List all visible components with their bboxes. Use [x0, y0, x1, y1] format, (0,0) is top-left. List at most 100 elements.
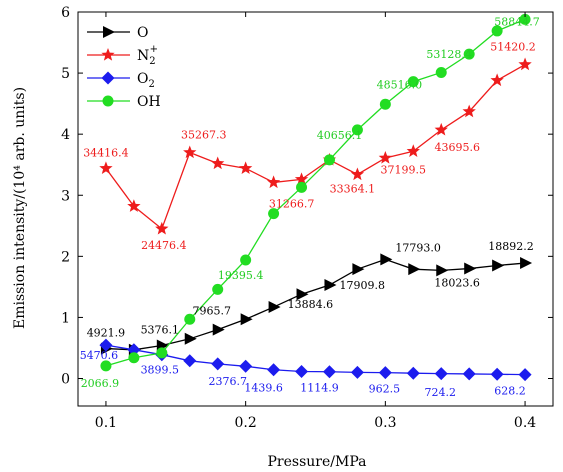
point-n2--4 — [211, 156, 225, 170]
point-o2-4 — [211, 357, 225, 371]
legend-marker-o — [103, 26, 115, 38]
point-oh-5 — [240, 254, 252, 266]
point-n2--14 — [490, 73, 504, 87]
point-n2--1 — [127, 199, 141, 212]
x-tick-label: 0.4 — [514, 415, 536, 431]
point-oh-6 — [268, 208, 280, 220]
point-oh-13 — [463, 48, 475, 60]
data-label-o: 17909.8 — [339, 279, 385, 292]
plot-area — [99, 13, 533, 382]
data-label-oh: 58844.7 — [494, 15, 540, 28]
point-o2-14 — [490, 367, 504, 381]
point-oh-15 — [519, 13, 531, 25]
point-o2-7 — [295, 364, 309, 378]
data-label-o: 17793.0 — [395, 241, 441, 254]
data-label-o: 18023.6 — [434, 277, 480, 290]
data-label-oh: 48516.0 — [377, 78, 423, 91]
point-o2-11 — [406, 366, 420, 380]
point-oh-3 — [184, 313, 196, 325]
point-o2-12 — [434, 367, 448, 381]
point-n2--3 — [183, 145, 197, 159]
data-label-o: 5376.1 — [141, 324, 180, 337]
point-o2-9 — [350, 365, 364, 379]
data-label-n2-: 34416.4 — [83, 146, 129, 159]
legend-marker-oh — [102, 95, 114, 107]
series-line-n2- — [105, 63, 526, 230]
y-tick-label: 2 — [61, 249, 70, 265]
point-n2--0 — [99, 161, 113, 175]
series-line-o2 — [105, 344, 526, 376]
point-o2-3 — [183, 354, 197, 368]
point-oh-9 — [351, 124, 363, 136]
data-label-o2: 1114.9 — [300, 382, 339, 395]
x-axis-title: Pressure/MPa — [268, 454, 367, 470]
y-tick-label: 0 — [61, 372, 70, 388]
x-tick-label: 0.3 — [374, 415, 396, 431]
point-o2-1 — [127, 343, 141, 357]
point-oh-12 — [435, 66, 447, 78]
data-label-n2-: 51420.2 — [490, 41, 536, 54]
point-o-6 — [268, 301, 281, 314]
point-n2--12 — [434, 122, 448, 136]
point-o-12 — [436, 264, 449, 277]
data-label-o2: 2376.7 — [208, 375, 247, 388]
series-line-oh — [105, 18, 526, 367]
data-label-oh: 2066.9 — [81, 377, 120, 390]
y-tick-label: 4 — [61, 127, 70, 143]
x-tick-label: 0.2 — [235, 415, 257, 431]
point-o-15 — [520, 257, 533, 270]
data-label-o2: 724.2 — [424, 386, 456, 399]
point-n2--7 — [294, 172, 309, 186]
legend-label-n2-: N2+ — [137, 44, 158, 67]
point-o2-8 — [322, 365, 336, 379]
data-label-oh: 53128.4 — [426, 48, 472, 61]
point-oh-7 — [296, 181, 308, 193]
data-label-o: 18892.2 — [488, 240, 534, 253]
point-o2-6 — [267, 363, 281, 377]
series-line-o — [105, 258, 526, 351]
point-o-14 — [492, 259, 505, 272]
data-label-o2: 1439.6 — [244, 382, 283, 395]
point-n2--9 — [350, 167, 365, 181]
y-tick-label: 1 — [61, 310, 70, 326]
point-oh-14 — [491, 25, 503, 37]
data-label-o: 4921.9 — [87, 327, 126, 340]
point-o-5 — [240, 313, 253, 326]
data-label-oh: 40656.1 — [317, 129, 363, 142]
point-o-10 — [380, 253, 393, 266]
point-n2--6 — [266, 175, 281, 189]
point-o-11 — [408, 263, 421, 276]
point-oh-2 — [156, 347, 168, 359]
legend: O N2+ O2 OH — [87, 25, 161, 110]
data-label-n2-: 37199.5 — [381, 163, 427, 176]
point-o-13 — [464, 262, 477, 275]
point-o2-0 — [99, 338, 113, 352]
data-label-o2: 962.5 — [369, 383, 401, 396]
x-tick-label: 0.1 — [95, 415, 117, 431]
legend-marker-o2 — [101, 71, 115, 85]
point-n2--2 — [155, 221, 169, 235]
point-o-8 — [324, 279, 337, 292]
point-o2-15 — [518, 368, 532, 382]
legend-label-o: O — [137, 25, 148, 41]
point-n2--15 — [518, 57, 532, 71]
point-o-9 — [352, 263, 365, 276]
point-o-4 — [212, 323, 225, 336]
data-label-oh: 19395.4 — [218, 269, 264, 282]
point-o2-13 — [462, 367, 476, 381]
point-oh-4 — [212, 283, 224, 295]
point-n2--5 — [238, 161, 253, 175]
point-oh-0 — [100, 360, 112, 372]
y-tick-label: 5 — [61, 66, 70, 82]
point-o-3 — [184, 332, 197, 345]
legend-label-o2: O2 — [137, 71, 155, 90]
plot-frame — [77, 11, 554, 407]
data-label-n2-: 43695.6 — [434, 141, 480, 154]
data-label-n2-: 33364.1 — [330, 182, 376, 195]
point-n2--11 — [406, 144, 420, 157]
point-oh-1 — [128, 352, 140, 364]
point-n2--10 — [378, 150, 393, 164]
data-label-n2-: 24476.4 — [141, 239, 187, 252]
point-o-7 — [296, 288, 309, 301]
